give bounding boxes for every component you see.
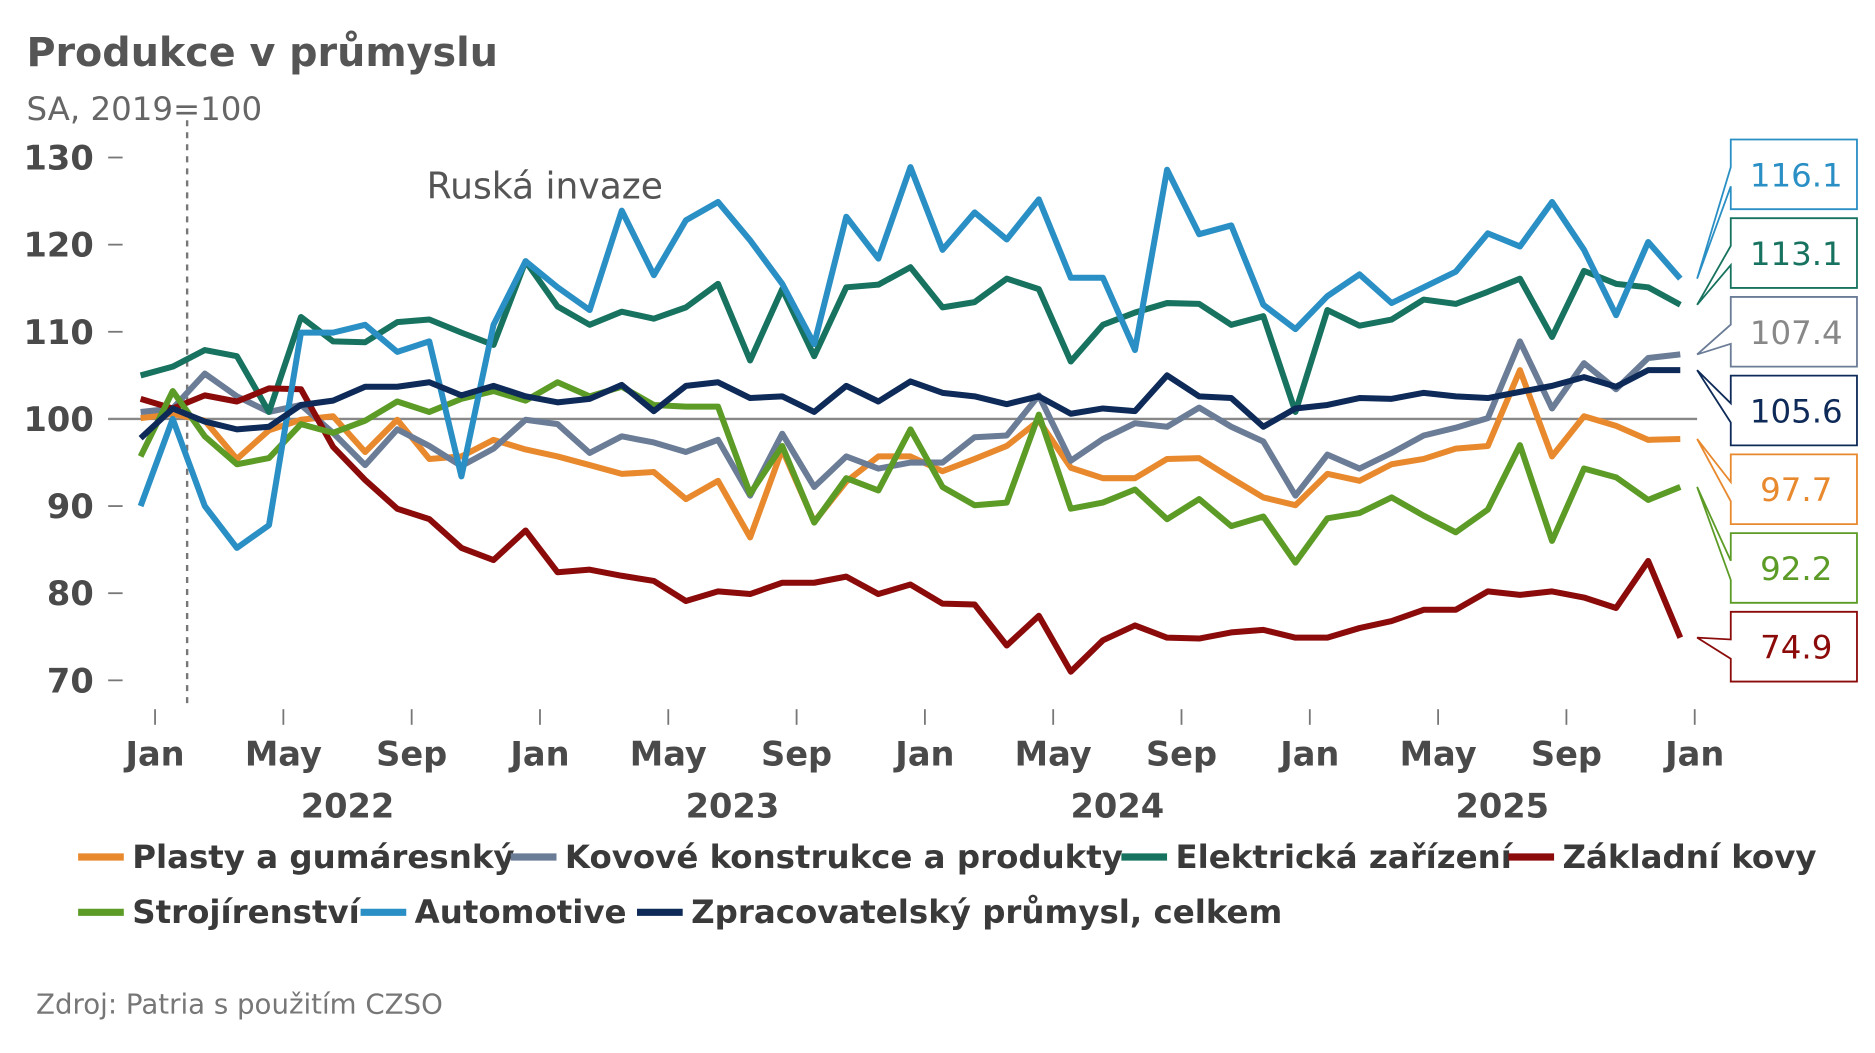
legend-label: Plasty a gumáresnký <box>132 838 514 876</box>
annotation-text: Ruská invaze <box>427 165 663 207</box>
legend-label: Základní kovy <box>1563 838 1817 876</box>
end-label: 107.4 <box>1750 314 1843 352</box>
y-tick-label: 80 <box>47 574 94 613</box>
end-label-box <box>1696 217 1858 306</box>
x-tick-label: Sep <box>376 735 447 774</box>
source-note: Zdroj: Patria s použitím CZSO <box>36 987 443 1020</box>
end-label-box <box>1696 610 1858 683</box>
x-tick-label: Sep <box>761 735 832 774</box>
end-label-box <box>1696 138 1858 279</box>
x-tick-label: May <box>1015 735 1092 774</box>
x-tick-label: Jan <box>123 735 184 774</box>
y-tick-label: 130 <box>24 139 94 178</box>
year-label: 2024 <box>1071 786 1165 825</box>
legend-label: Automotive <box>415 893 627 931</box>
end-label: 116.1 <box>1750 156 1843 194</box>
series-line <box>139 258 1682 415</box>
legend-label: Kovové konstrukce a produkty <box>565 838 1123 876</box>
chart-subtitle: SA, 2019=100 <box>26 90 262 128</box>
y-tick-label: 110 <box>24 313 94 352</box>
x-tick-label: Jan <box>1663 735 1724 774</box>
series-line <box>137 379 1682 566</box>
year-label: 2025 <box>1455 786 1549 825</box>
x-tick-label: Jan <box>1278 735 1339 774</box>
end-label-box <box>1696 486 1858 604</box>
x-tick-label: Jan <box>508 735 569 774</box>
y-tick-label: 70 <box>47 661 94 700</box>
chart-title: Produkce v průmyslu <box>26 30 497 76</box>
series-line <box>139 385 1684 675</box>
y-tick-label: 90 <box>47 487 94 526</box>
y-tick-label: 120 <box>24 226 94 265</box>
series-line <box>138 367 1681 441</box>
end-label-box <box>1696 438 1858 525</box>
x-tick-label: May <box>630 735 707 774</box>
end-label: 113.1 <box>1750 235 1843 273</box>
end-label: 105.6 <box>1750 393 1843 431</box>
x-tick-label: Sep <box>1146 735 1217 774</box>
y-tick-label: 100 <box>24 400 94 439</box>
year-label: 2022 <box>301 786 395 825</box>
year-label: 2023 <box>686 786 780 825</box>
x-tick-label: May <box>1400 735 1477 774</box>
legend-label: Zpracovatelský průmysl, celkem <box>691 893 1282 931</box>
legend-label: Elektrická zařízení <box>1175 838 1513 876</box>
x-tick-label: May <box>245 735 322 774</box>
end-label: 74.9 <box>1760 629 1832 667</box>
series-line <box>140 338 1681 499</box>
series-line <box>137 164 1683 551</box>
end-label: 92.2 <box>1760 550 1832 588</box>
end-label-box <box>1696 296 1858 368</box>
series-line <box>140 367 1681 541</box>
end-label: 97.7 <box>1760 471 1832 509</box>
x-tick-label: Jan <box>893 735 954 774</box>
legend-label: Strojírenství <box>132 893 361 931</box>
x-tick-label: Sep <box>1531 735 1602 774</box>
end-label-box <box>1696 369 1858 447</box>
